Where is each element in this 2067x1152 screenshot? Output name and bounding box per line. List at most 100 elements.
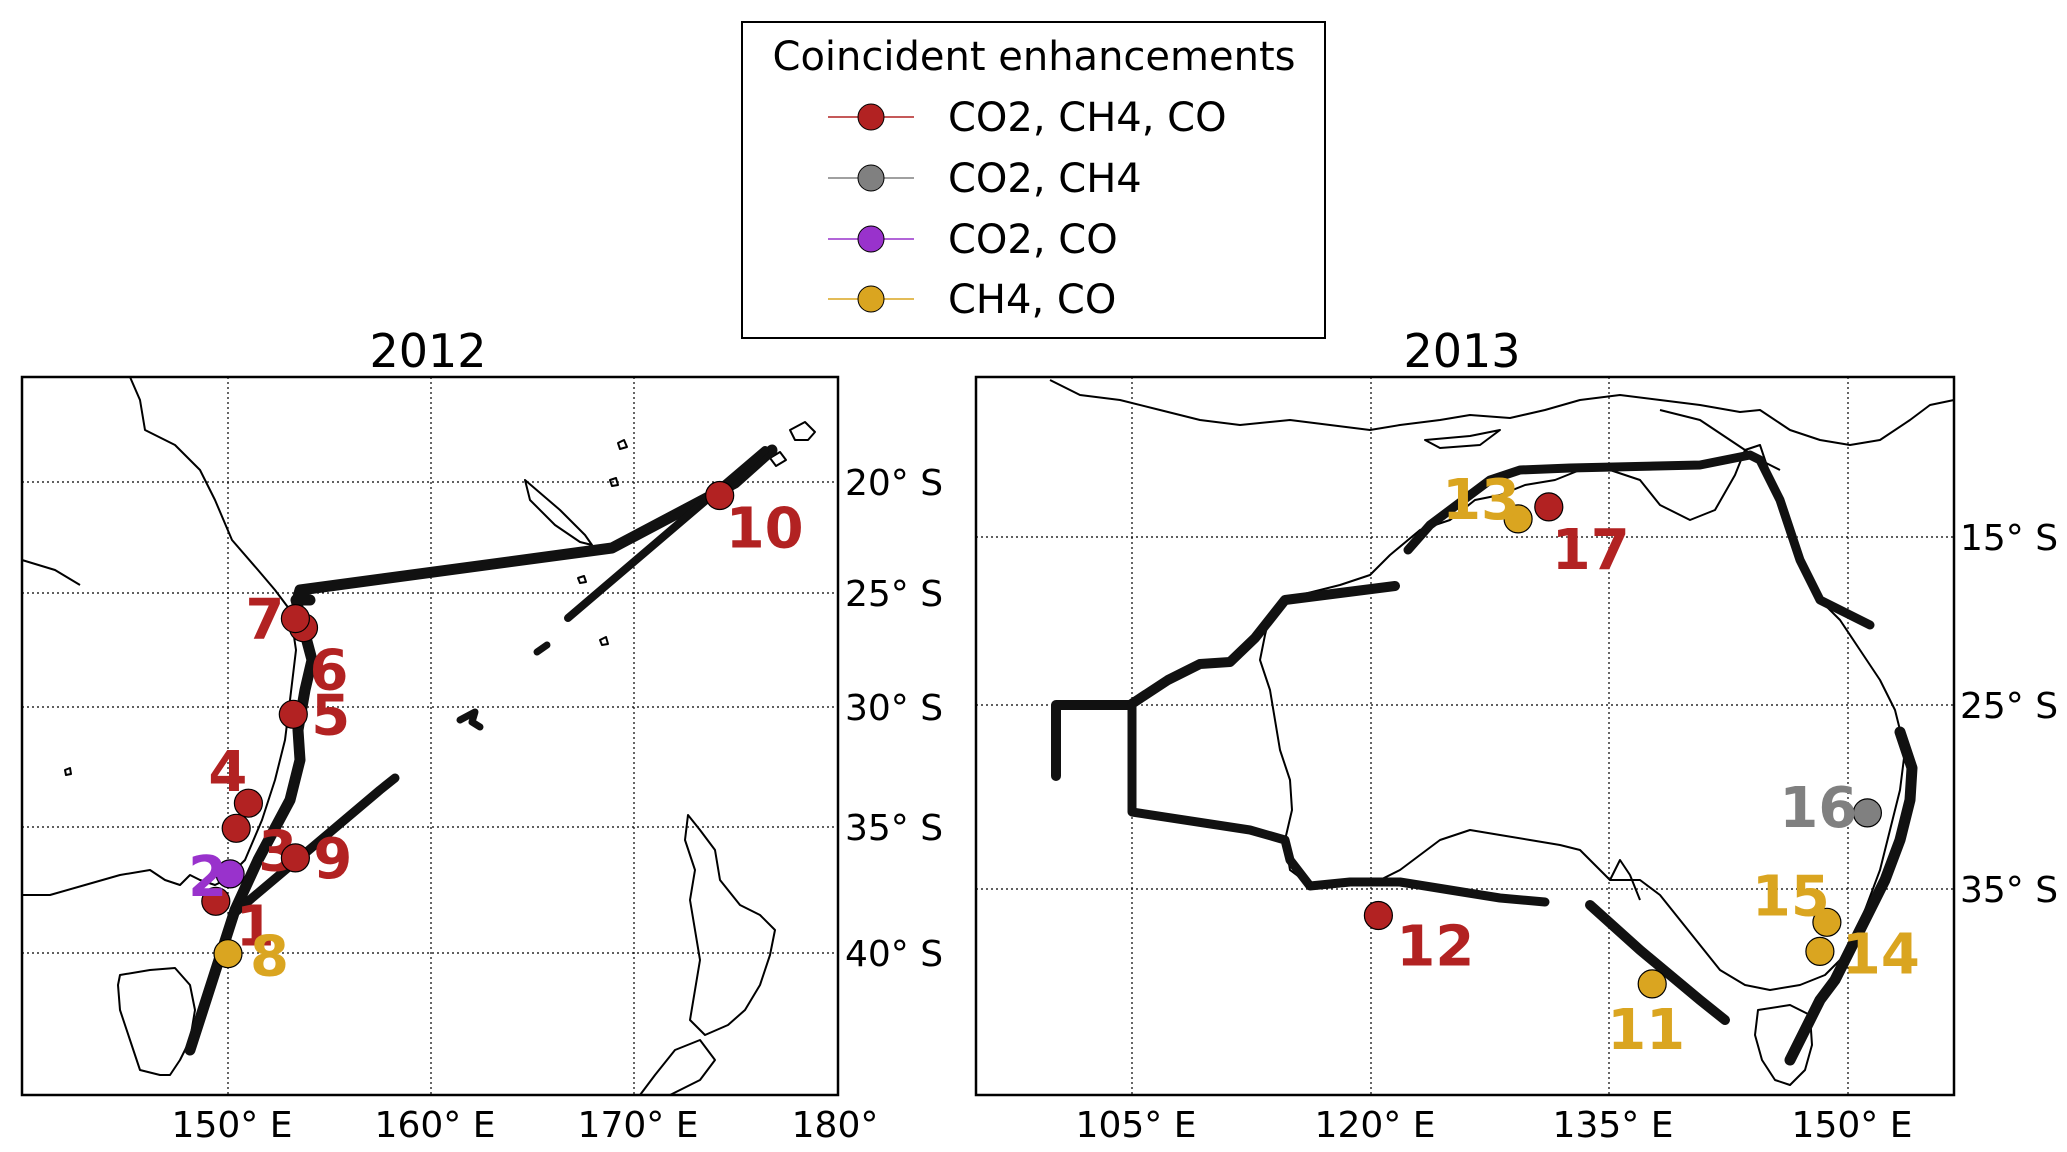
legend-label-co2-co: CO2, CO: [948, 217, 1118, 263]
event-label-5: 5: [311, 683, 350, 748]
event-label-17: 17: [1552, 518, 1630, 583]
map-2013-lat-tick-35s: 35° S: [1960, 870, 2058, 911]
islet-4: [599, 636, 609, 646]
legend-label-ch4-co: CH4, CO: [948, 277, 1116, 323]
map-2012-lon-tick-180: 180°: [792, 1105, 879, 1146]
event-label-4: 4: [208, 740, 247, 805]
event-label-6: 6: [310, 639, 349, 704]
map-2012: 2012: [20, 324, 943, 1146]
event-marker-3: [221, 813, 251, 843]
tasmania: [117, 967, 196, 1076]
event-label-8: 8: [250, 925, 289, 990]
event-label-13: 13: [1442, 468, 1520, 533]
legend-entry-co2-co: CO2, CO: [828, 217, 1118, 263]
legend-title: Coincident enhancements: [773, 34, 1296, 80]
legend-entry-co2-ch4-co: CO2, CH4, CO: [828, 95, 1227, 141]
islet-1: [617, 439, 628, 450]
event-label-14: 14: [1842, 922, 1920, 987]
track-2012-fragment-2: [456, 708, 484, 731]
event-marker-13: [1503, 504, 1533, 534]
track-2013-north: [1051, 581, 1400, 781]
event-label-12: 12: [1396, 915, 1474, 980]
legend-marker-co2-ch4-co: [857, 103, 885, 131]
event-marker-15: [1812, 907, 1842, 937]
legend-marker-co2-co: [857, 225, 885, 253]
islet-3: [577, 575, 587, 584]
track-2012-nz: [564, 446, 769, 622]
australia-east-coast: [22, 376, 297, 896]
event-label-9: 9: [313, 827, 352, 892]
event-marker-5: [278, 699, 308, 729]
track-2012-fragment-1: [533, 641, 551, 656]
event-label-10: 10: [726, 497, 804, 562]
map-2012-frame: [20, 375, 840, 1097]
map-2013-lat-ticks: 15° S 25° S 35° S: [1960, 518, 2058, 911]
track-2012-main: [184, 444, 778, 1056]
map-2013-lon-tick-120e: 120° E: [1315, 1105, 1436, 1146]
track-2013-east: [1784, 726, 1918, 1066]
map-2013-frame: [974, 375, 1956, 1097]
event-marker-14: [1805, 936, 1835, 967]
legend-entry-co2-ch4: CO2, CH4: [828, 156, 1142, 202]
event-marker-4: [233, 788, 263, 818]
new-zealand-south: [639, 1039, 716, 1096]
legend-label-co2-ch4-co: CO2, CH4, CO: [948, 95, 1227, 141]
map-2012-lon-tick-150e: 150° E: [172, 1105, 293, 1146]
legend-marker-co2-ch4: [857, 164, 885, 192]
new-caledonia: [524, 479, 593, 546]
islet-5: [64, 767, 72, 776]
track-2013-west: [1127, 700, 1550, 907]
map-2013-lat-tick-15s: 15° S: [1960, 518, 2058, 559]
legend-marker-ch4-co: [857, 285, 885, 313]
track-2012-offshore: [227, 773, 400, 920]
event-label-7: 7: [245, 588, 284, 653]
event-marker-7: [280, 603, 310, 634]
map-2012-lat-tick-25s: 25° S: [845, 574, 943, 615]
australia-gulf-coast: [21, 559, 81, 586]
map-2012-lat-tick-40s: 40° S: [845, 934, 943, 975]
map-2013-lon-ticks: 105° E 120° E 135° E 150° E: [1076, 1105, 1913, 1146]
event-label-16: 16: [1779, 776, 1857, 841]
spencer-gulf: [1609, 859, 1641, 901]
track-2013-south: [1585, 900, 1730, 1025]
map-2012-lat-tick-30s: 30° S: [845, 688, 943, 729]
map-2012-lat-tick-20s: 20° S: [845, 463, 943, 504]
new-zealand-north: [684, 814, 776, 1036]
indonesia-coast: [1049, 379, 1955, 446]
map-2012-title: 2012: [369, 324, 486, 378]
map-2012-lat-ticks: 20° S 25° S 30° S 35° S 40° S: [845, 463, 943, 975]
map-2013-lon-tick-135e: 135° E: [1553, 1105, 1674, 1146]
legend-frame: [741, 21, 1326, 339]
event-label-2: 2: [188, 845, 227, 910]
event-marker-8: [213, 939, 243, 969]
map-2012-ship-tracks: [184, 444, 778, 1056]
map-2012-lon-ticks: 150° E 160° E 170° E 180°: [172, 1105, 879, 1146]
fiji-island: [789, 421, 816, 441]
event-marker-17: [1534, 492, 1564, 522]
map-2012-lon-tick-160e: 160° E: [375, 1105, 496, 1146]
map-2013-lon-tick-150e: 150° E: [1792, 1105, 1913, 1146]
event-label-1: 1: [236, 894, 275, 959]
event-label-15: 15: [1752, 864, 1830, 929]
event-marker-16: [1852, 798, 1883, 828]
map-2012-coastlines: [21, 376, 816, 1096]
event-marker-12: [1363, 900, 1394, 931]
map-2012-lon-tick-170e: 170° E: [578, 1105, 699, 1146]
map-2013-lat-tick-25s: 25° S: [1960, 686, 2058, 727]
map-2012-gridlines: [22, 377, 838, 1095]
event-marker-1: [201, 886, 231, 916]
legend-entry-ch4-co: CH4, CO: [828, 277, 1116, 323]
map-2013-ship-tracks: [1051, 450, 1918, 1066]
timor: [1424, 429, 1501, 449]
legend-label-co2-ch4: CO2, CH4: [948, 156, 1142, 202]
fiji-island-2: [769, 451, 787, 467]
map-2013-lon-tick-105e: 105° E: [1076, 1105, 1197, 1146]
event-label-11: 11: [1607, 998, 1685, 1063]
event-marker-10: [705, 480, 735, 511]
event-marker-11: [1637, 969, 1667, 999]
legend: Coincident enhancements CO2, CH4, CO CO2…: [741, 21, 1326, 339]
